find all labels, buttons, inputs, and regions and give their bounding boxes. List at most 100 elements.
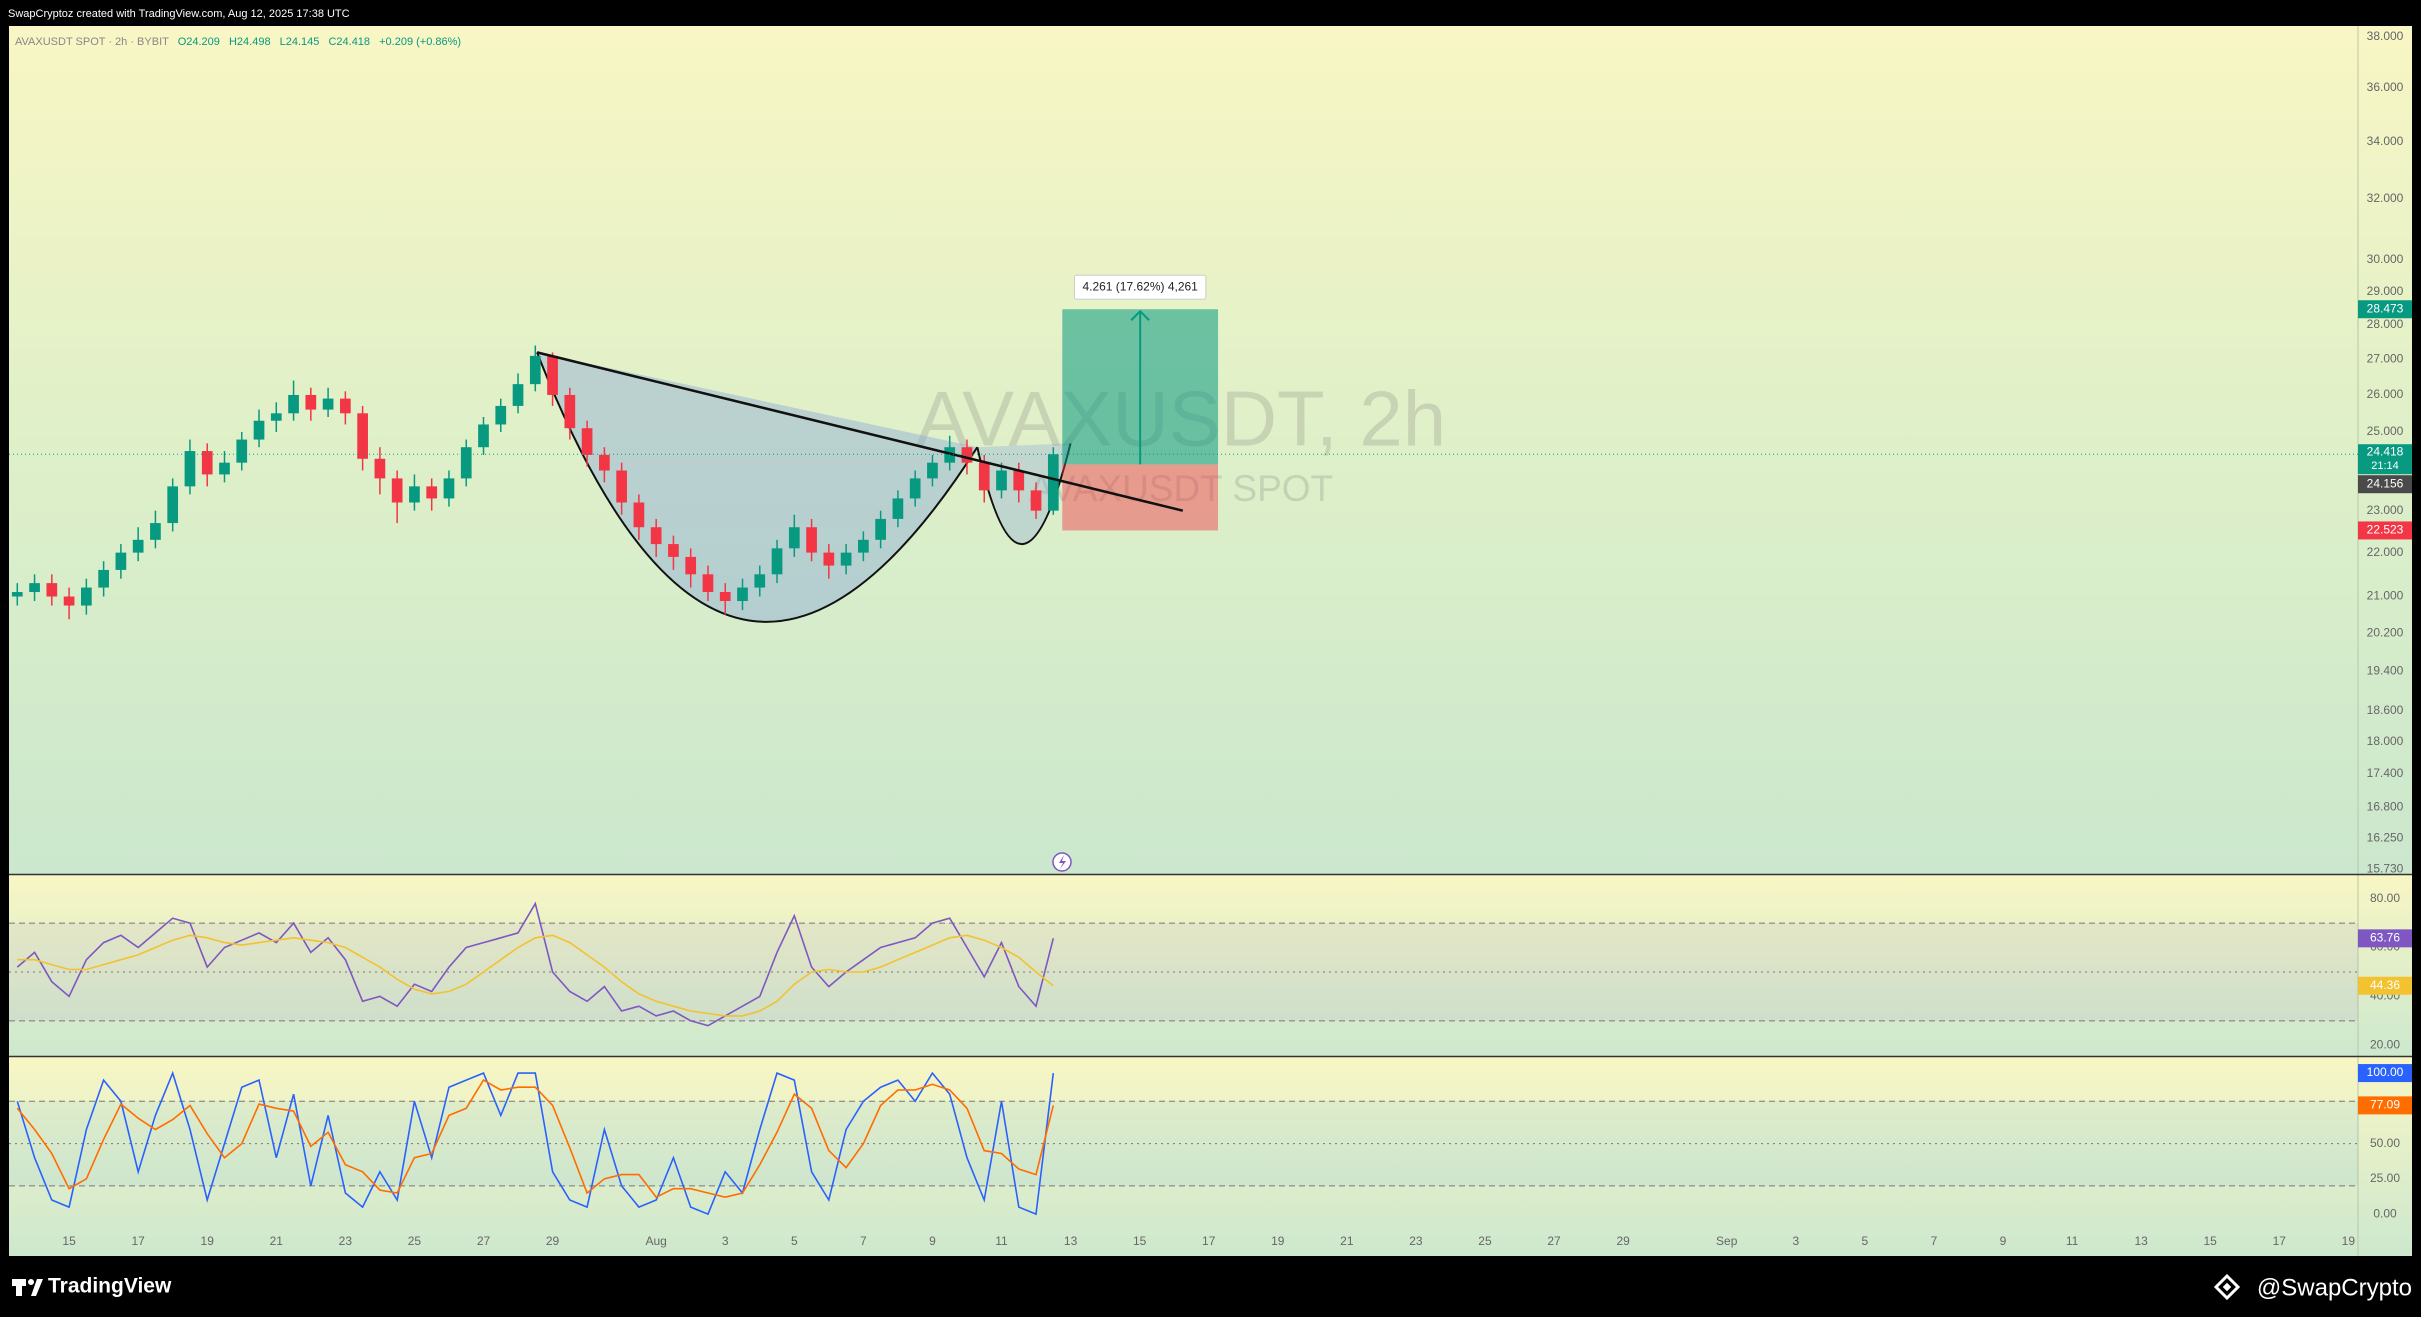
candle-body: [719, 592, 731, 602]
x-tick-label: 27: [1547, 1234, 1561, 1248]
candle-body: [961, 447, 973, 463]
stoch-pane: [9, 1057, 2412, 1256]
legend-item: C24.418: [328, 36, 370, 48]
legend: AVAXUSDT SPOT · 2h · BYBIT O24.209 H24.4…: [15, 36, 461, 48]
candle-body: [944, 447, 956, 463]
candle-body: [1013, 470, 1025, 491]
candle-body: [340, 398, 351, 414]
author-logo: [2213, 1273, 2241, 1301]
x-tick-label: 25: [408, 1234, 422, 1248]
candle-body: [529, 355, 541, 385]
x-tick-label: 7: [1931, 1234, 1938, 1248]
y-tick-label: 16.800: [2367, 799, 2404, 813]
entry-label: 24.156: [2367, 476, 2404, 490]
candle-body: [270, 413, 282, 421]
y-tick-label: 18.600: [2367, 703, 2404, 717]
candle-body: [184, 451, 196, 487]
candle-body: [443, 478, 455, 499]
entry-badge: [2358, 475, 2412, 494]
candle-body: [875, 518, 886, 540]
stop-label: 22.523: [2367, 523, 2404, 537]
candle-body: [132, 539, 144, 553]
x-tick-label: 29: [1616, 1234, 1630, 1248]
candle-body: [806, 527, 817, 553]
candle-body: [150, 523, 161, 540]
x-tick-label: Aug: [645, 1234, 666, 1248]
candle-body: [374, 458, 386, 479]
legend-item: H24.498: [229, 36, 271, 48]
target-arrowhead: [1130, 309, 1150, 321]
candle-body: [167, 486, 179, 524]
x-tick-label: 15: [1133, 1234, 1147, 1248]
x-tick-label: 3: [1792, 1234, 1799, 1248]
x-tick-label: 7: [860, 1234, 867, 1248]
series-line: [16, 1070, 1055, 1216]
x-tick-label: 3: [722, 1234, 729, 1248]
candle-body: [633, 502, 645, 528]
x-tick-label: 17: [131, 1234, 145, 1248]
candle-body: [495, 405, 507, 425]
candle-body: [547, 355, 558, 395]
candle-body: [771, 548, 783, 575]
band-fill: [9, 923, 2358, 1021]
alert-icon[interactable]: [1052, 852, 1072, 872]
legend-item: O24.209: [178, 36, 220, 48]
y-tick-label: 26.000: [2367, 387, 2404, 401]
candle-body: [892, 498, 904, 519]
x-tick-label: 29: [546, 1234, 560, 1248]
value-badge: [2358, 1064, 2412, 1083]
legend-symbol: AVAXUSDT SPOT · 2h · BYBIT: [15, 36, 169, 48]
y-tick-label: 20.200: [2367, 625, 2404, 639]
last-price-label: 24.418: [2367, 444, 2404, 458]
candle-body: [460, 447, 472, 479]
candle-body: [63, 596, 75, 606]
target-label: 28.473: [2367, 301, 2404, 315]
candle-body: [909, 478, 921, 499]
value-badge-label: 63.76: [2370, 931, 2400, 945]
candle-body: [737, 587, 748, 602]
y-tick-label: 15.730: [2367, 861, 2404, 875]
x-tick-label: 11: [2066, 1234, 2079, 1248]
value-badge-label: 100.00: [2367, 1065, 2404, 1079]
value-badge: [2358, 976, 2412, 995]
cup-outline: [536, 352, 979, 623]
stop-badge: [2358, 521, 2412, 540]
candle-body: [840, 552, 852, 566]
y-tick-label: 25.00: [2370, 1171, 2400, 1185]
y-tick-label: 38.000: [2367, 29, 2404, 43]
candle-body: [11, 592, 23, 597]
x-tick-label: 15: [62, 1234, 76, 1248]
candle-body: [201, 451, 213, 475]
candle-body: [305, 394, 317, 410]
x-tick-label: 27: [477, 1234, 491, 1248]
x-tick-label: 5: [1862, 1234, 1869, 1248]
candle-body: [322, 398, 334, 410]
x-tick-label: 19: [1271, 1234, 1285, 1248]
handle: [977, 443, 1071, 545]
rsi-pane: [9, 875, 2412, 1056]
candle-body: [391, 478, 403, 503]
y-tick-label: 25.000: [2367, 424, 2404, 438]
candle-body: [581, 428, 593, 455]
x-tick-label: 17: [2273, 1234, 2287, 1248]
series-line: [16, 1079, 1055, 1199]
candle-body: [357, 413, 368, 459]
y-tick-label: 20.00: [2370, 1037, 2400, 1051]
x-tick-label: 5: [791, 1234, 798, 1248]
value-badge-label: 77.09: [2370, 1098, 2400, 1112]
candle-body: [927, 462, 938, 479]
candle-body: [599, 454, 610, 471]
y-tick-label: 18.000: [2367, 734, 2404, 748]
candle-body: [98, 569, 109, 588]
value-badge-label: 44.36: [2370, 978, 2400, 992]
position-label: 4.261 (17.62%) 4,261: [1082, 279, 1198, 293]
trendline: [536, 351, 1184, 512]
candle-body: [858, 539, 869, 553]
legend-item: L24.145: [280, 36, 320, 48]
x-tick-label: 17: [1202, 1234, 1216, 1248]
y-tick-label: 29.000: [2367, 284, 2404, 298]
x-tick-label: 23: [1409, 1234, 1423, 1248]
y-tick-label: 32.000: [2367, 191, 2404, 205]
